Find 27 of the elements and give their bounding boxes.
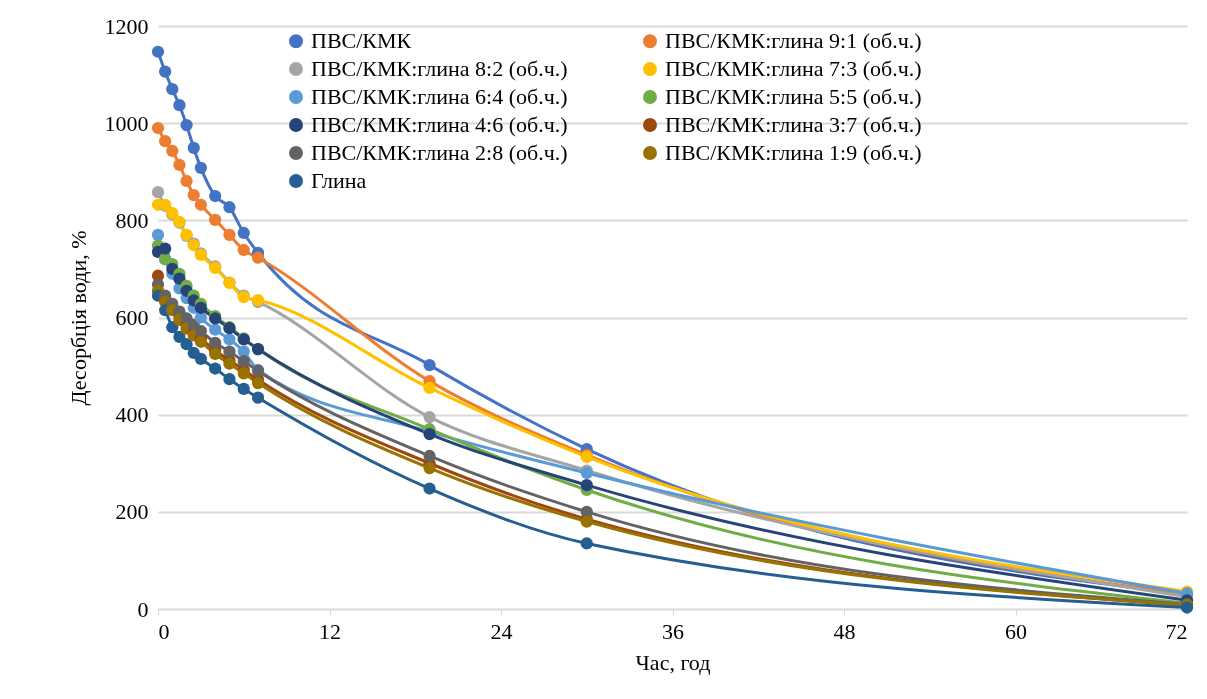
legend-label: ПВС/КМК:глина 3:7 (об.ч.) [665,112,922,137]
x-tick-label: 72 [1165,618,1188,644]
x-tick-label: 48 [833,618,856,644]
y-tick-label: 1000 [104,110,149,136]
x-tick-label: 24 [490,618,513,644]
legend-label: Глина [311,168,367,193]
x-tick-label: 12 [319,618,341,644]
legend-label: ПВС/КМК:глина 2:8 (об.ч.) [311,140,568,165]
legend-label: ПВС/КМК:глина 4:6 (об.ч.) [311,112,568,137]
legend-label: ПВС/КМК:глина 5:5 (об.ч.) [665,84,922,109]
x-tick-label: 36 [662,618,684,644]
legend-label: ПВС/КМК:глина 1:9 (об.ч.) [665,140,922,165]
y-tick-label: 200 [115,499,149,525]
y-tick-label: 600 [115,305,149,330]
x-tick-label: 0 [158,618,170,644]
x-axis-title: Час, год [635,649,711,675]
legend-label: ПВС/КМК:глина 9:1 (об.ч.) [665,28,922,54]
legend-label: ПВС/КМК:глина 6:4 (об.ч.) [311,84,568,109]
y-tick-label: 0 [137,596,149,622]
y-tick-label: 1200 [104,13,149,39]
y-tick-label: 800 [115,207,149,233]
legend-label: ПВС/КМК:глина 8:2 (об.ч.) [311,56,568,81]
y-axis-title: Десорбція води, % [65,230,91,406]
legend-label: ПВС/КМК [311,28,412,54]
y-tick-label: 400 [115,402,149,428]
x-tick-label: 60 [1005,618,1027,644]
legend-label: ПВС/КМК:глина 7:3 (об.ч.) [665,56,922,81]
